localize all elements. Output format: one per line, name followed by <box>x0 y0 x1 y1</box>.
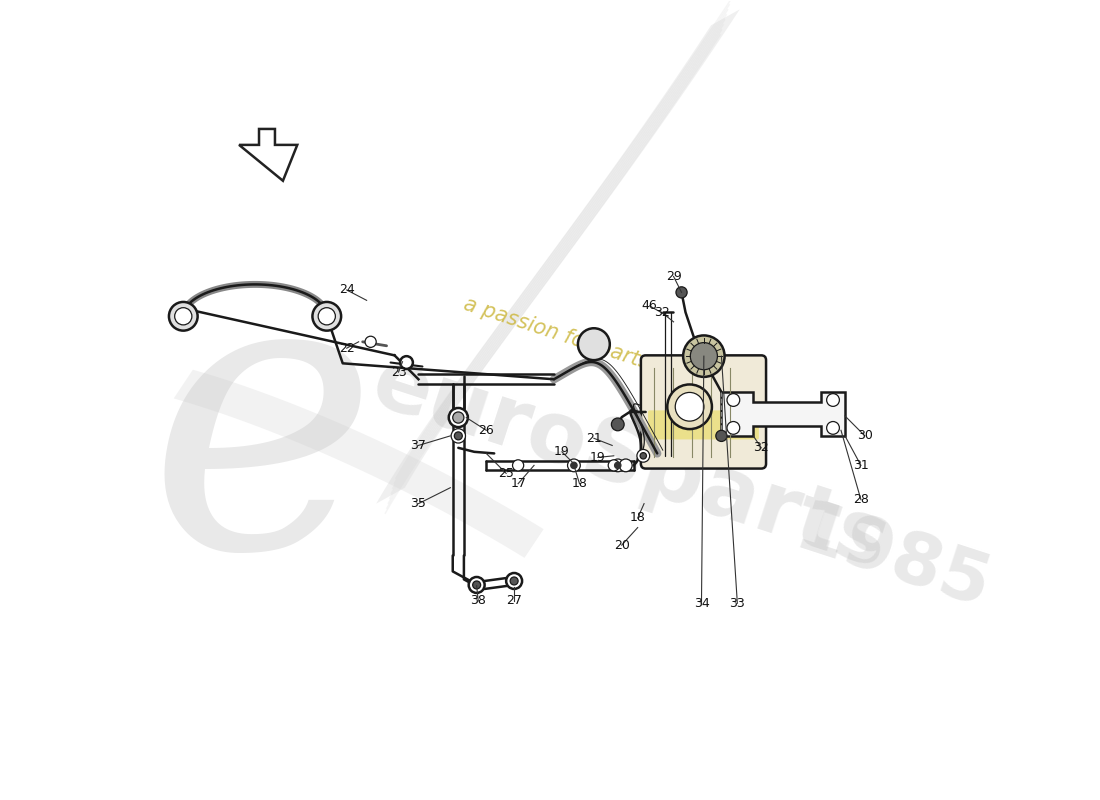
Text: a passion for parts since 1985: a passion for parts since 1985 <box>461 294 767 410</box>
FancyBboxPatch shape <box>641 355 766 469</box>
Text: 26: 26 <box>478 424 494 437</box>
Circle shape <box>668 385 712 429</box>
Circle shape <box>400 356 412 369</box>
Text: 18: 18 <box>630 511 646 525</box>
Text: 32: 32 <box>754 442 769 454</box>
Text: 24: 24 <box>339 283 354 297</box>
Text: 28: 28 <box>852 493 869 506</box>
Circle shape <box>612 418 624 430</box>
Circle shape <box>619 459 632 472</box>
Text: 18: 18 <box>572 478 587 490</box>
Circle shape <box>727 422 739 434</box>
Circle shape <box>640 453 647 459</box>
Circle shape <box>716 430 727 442</box>
Text: 38: 38 <box>471 594 486 607</box>
Circle shape <box>312 302 341 330</box>
Text: 22: 22 <box>339 342 354 354</box>
Circle shape <box>675 393 704 421</box>
Circle shape <box>365 336 376 347</box>
Circle shape <box>691 342 717 370</box>
Text: 29: 29 <box>666 270 681 283</box>
Text: 32: 32 <box>653 306 670 319</box>
Circle shape <box>454 432 462 440</box>
Circle shape <box>615 462 622 469</box>
Circle shape <box>453 412 464 423</box>
Circle shape <box>175 308 191 325</box>
Text: 21: 21 <box>586 432 602 445</box>
Text: 30: 30 <box>857 430 872 442</box>
Circle shape <box>451 429 465 443</box>
Text: 23: 23 <box>390 366 406 378</box>
Text: 35: 35 <box>410 497 427 510</box>
Circle shape <box>612 459 624 472</box>
Circle shape <box>510 577 518 585</box>
Circle shape <box>676 286 688 298</box>
Text: 34: 34 <box>694 597 710 610</box>
Circle shape <box>571 462 578 469</box>
Text: 1985: 1985 <box>786 495 999 623</box>
Polygon shape <box>174 370 543 558</box>
Text: euroSparts: euroSparts <box>361 341 899 586</box>
Text: 33: 33 <box>729 597 745 610</box>
Circle shape <box>506 573 522 589</box>
Circle shape <box>826 422 839 434</box>
FancyBboxPatch shape <box>648 410 759 439</box>
Text: 37: 37 <box>410 439 427 452</box>
Text: 27: 27 <box>506 594 522 607</box>
Text: 17: 17 <box>510 478 526 490</box>
Circle shape <box>608 460 619 471</box>
Circle shape <box>449 408 468 427</box>
Circle shape <box>469 577 485 593</box>
Polygon shape <box>239 129 297 181</box>
Text: 25: 25 <box>498 467 514 480</box>
Circle shape <box>318 308 336 325</box>
Text: 20: 20 <box>614 538 629 551</box>
Circle shape <box>169 302 198 330</box>
Circle shape <box>513 460 524 471</box>
Text: 19: 19 <box>554 446 570 458</box>
Polygon shape <box>376 10 739 504</box>
Circle shape <box>683 335 725 377</box>
Circle shape <box>568 459 581 472</box>
Circle shape <box>578 328 609 360</box>
Circle shape <box>826 394 839 406</box>
Text: e: e <box>147 251 378 629</box>
Circle shape <box>473 581 481 589</box>
Text: 19: 19 <box>590 451 606 464</box>
Circle shape <box>727 394 739 406</box>
Text: 31: 31 <box>852 459 869 472</box>
Circle shape <box>637 450 650 462</box>
Polygon shape <box>722 392 845 436</box>
Text: 46: 46 <box>641 299 658 313</box>
